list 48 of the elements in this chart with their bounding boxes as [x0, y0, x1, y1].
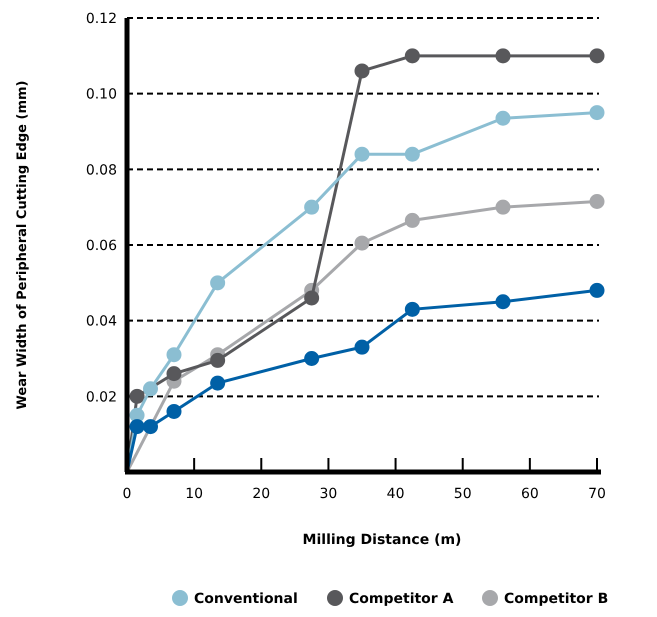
point [496, 294, 510, 310]
point [590, 105, 604, 120]
point [404, 212, 420, 228]
legend-label: Competitor A [349, 591, 454, 607]
point [304, 290, 320, 306]
point [304, 351, 320, 366]
point [496, 48, 510, 64]
y-tick-label: 0.08 [86, 162, 117, 178]
point [404, 48, 420, 64]
x-tick-label: 0 [122, 486, 132, 502]
point [354, 340, 370, 355]
y-tick-label: 0.04 [86, 314, 118, 330]
point [590, 282, 604, 298]
point [404, 302, 420, 317]
x-tick-label: 30 [320, 486, 338, 502]
x-tick-label: 10 [185, 486, 204, 502]
point [166, 366, 182, 382]
point [354, 146, 370, 162]
x-axis-title: Milling Distance (m) [302, 532, 462, 548]
point [590, 48, 604, 64]
point [210, 352, 226, 368]
point [404, 146, 420, 162]
point [210, 376, 226, 391]
point [130, 388, 145, 404]
legend-label: Competitor B [504, 591, 608, 607]
x-tick-label: 40 [386, 486, 404, 502]
point [166, 404, 182, 419]
point [304, 200, 320, 215]
y-tick-label: 0.06 [86, 238, 118, 254]
point [354, 236, 370, 251]
y-tick-label: 0.10 [86, 86, 117, 103]
y-tick-label: 0.12 [86, 11, 117, 27]
point [166, 347, 182, 362]
y-tick-label: 0.02 [86, 389, 117, 406]
point [210, 275, 226, 290]
x-tick-label: 20 [252, 486, 270, 502]
x-tick-label: 70 [588, 486, 606, 502]
x-tick-label: 50 [454, 486, 472, 502]
point [354, 63, 370, 78]
x-tick-label: 60 [520, 486, 539, 502]
point [496, 110, 510, 126]
point [143, 419, 158, 434]
point [143, 381, 158, 396]
point [496, 200, 510, 215]
point [130, 419, 145, 434]
legend-label: Conventional [194, 591, 298, 607]
point [590, 194, 604, 209]
y-axis-title: Wear Width of Peripheral Cutting Edge (mm) [15, 80, 30, 410]
